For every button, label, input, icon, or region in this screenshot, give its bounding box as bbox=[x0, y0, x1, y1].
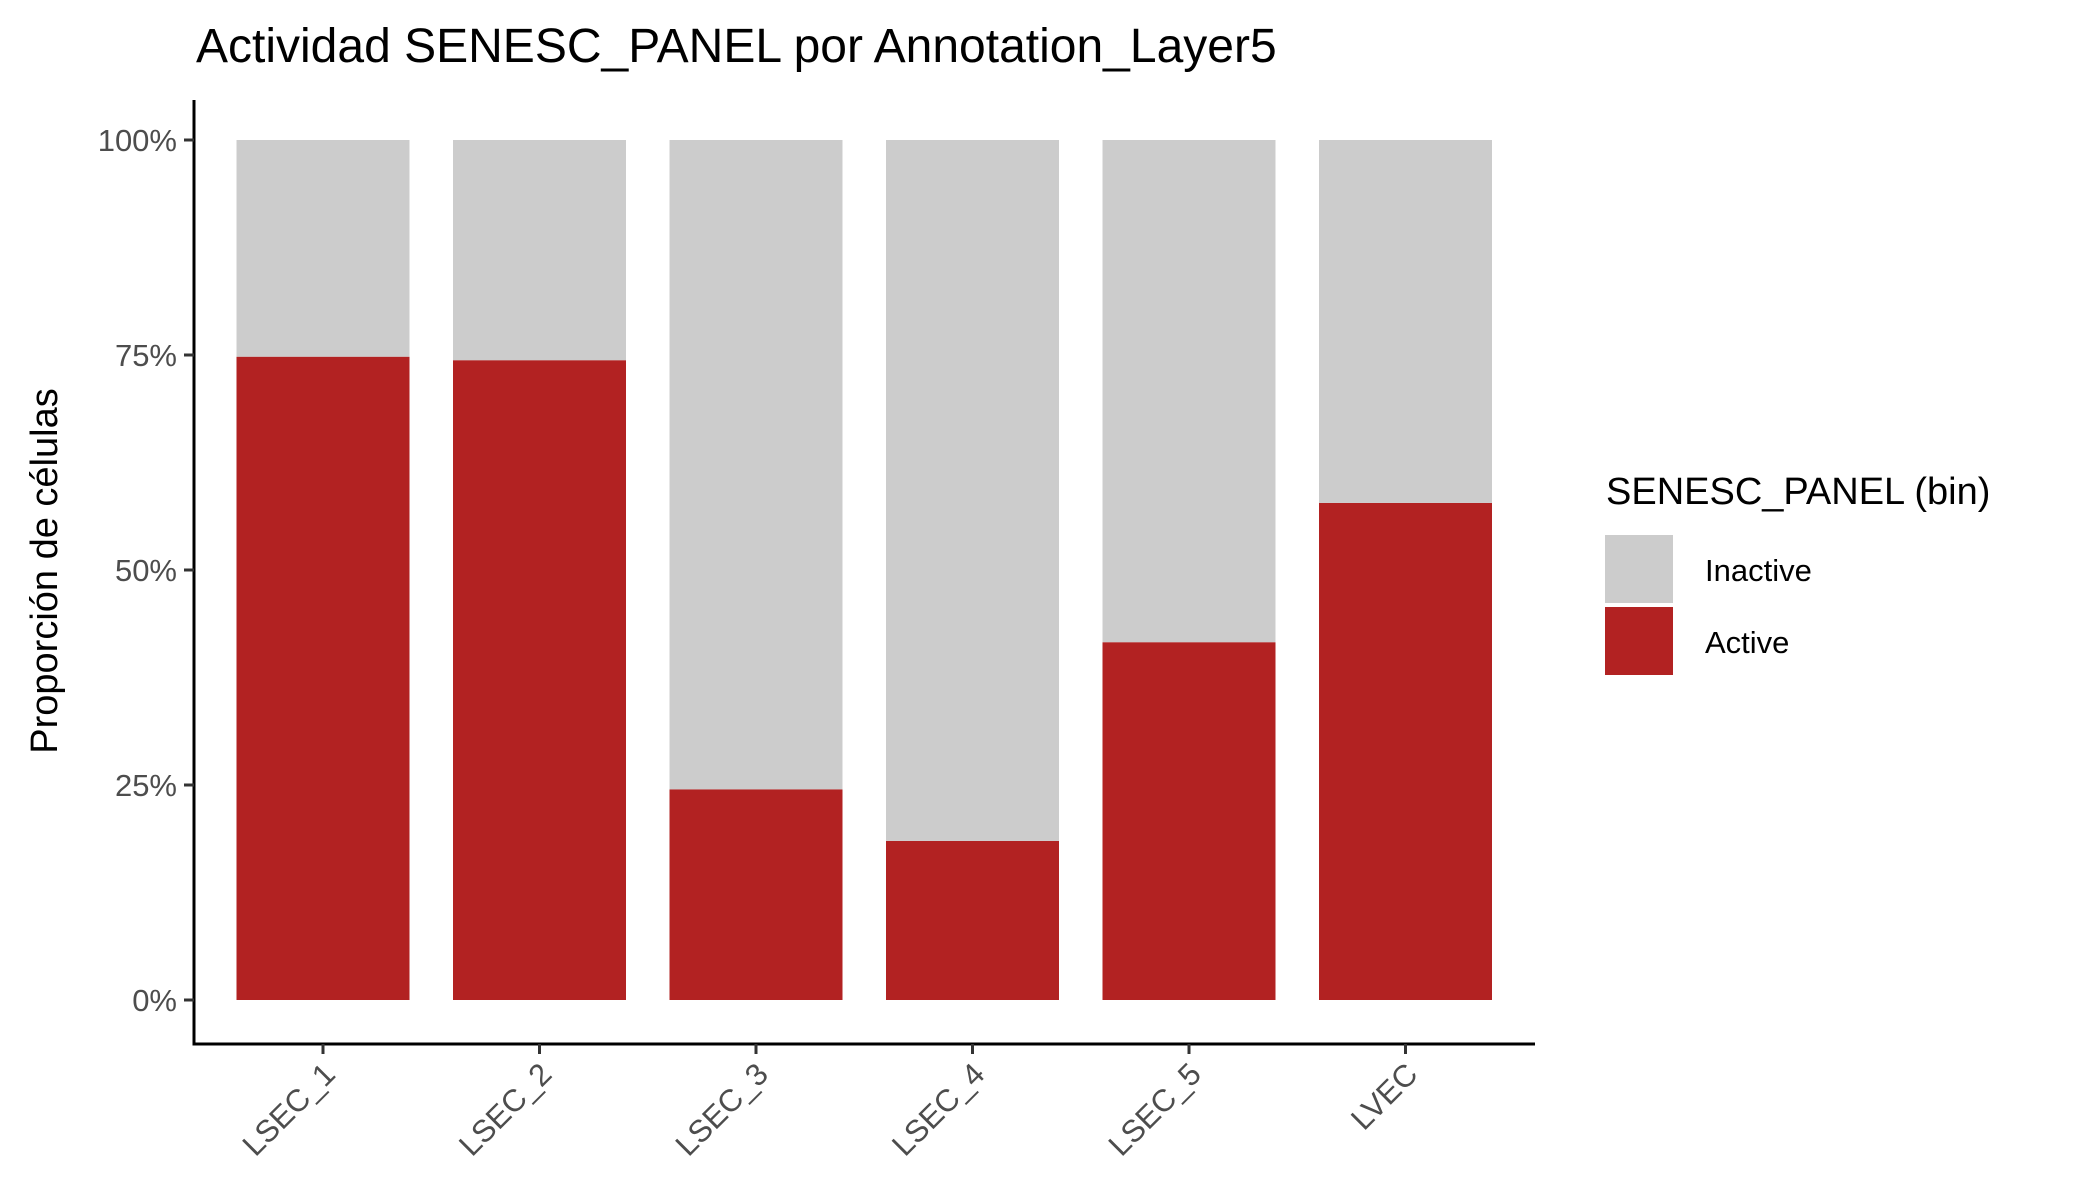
chart-title: Actividad SENESC_PANEL por Annotation_La… bbox=[196, 20, 1277, 73]
x-tick-label: LSEC_2 bbox=[452, 1056, 558, 1162]
x-tick-label: LSEC_3 bbox=[669, 1056, 775, 1162]
bar-inactive-lsec_2 bbox=[453, 140, 626, 361]
y-tick-label: 0% bbox=[132, 983, 177, 1018]
bar-active-lsec_3 bbox=[669, 789, 843, 1000]
y-tick-label: 100% bbox=[98, 123, 177, 158]
legend-title: SENESC_PANEL (bin) bbox=[1606, 471, 1990, 513]
y-tick-label: 75% bbox=[115, 338, 177, 373]
bar-active-lsec_5 bbox=[1102, 642, 1276, 1000]
bar-active-lsec_2 bbox=[453, 360, 626, 1000]
x-tick-label: LSEC_1 bbox=[236, 1056, 342, 1162]
bar-active-lsec_4 bbox=[886, 840, 1059, 1000]
x-tick-label: LVEC bbox=[1344, 1056, 1424, 1136]
y-tick-label: 50% bbox=[115, 553, 177, 588]
x-tick-label: LSEC_4 bbox=[885, 1056, 991, 1162]
legend-key-inactive bbox=[1605, 535, 1673, 603]
bar-active-lsec_1 bbox=[236, 356, 410, 1000]
bar-inactive-lsec_3 bbox=[669, 140, 843, 790]
bars-group bbox=[236, 140, 1492, 1000]
legend: SENESC_PANEL (bin) Inactive Active bbox=[1605, 471, 1990, 675]
bar-inactive-lvec bbox=[1319, 140, 1492, 503]
legend-label-active: Active bbox=[1705, 625, 1789, 660]
x-tick-label: LSEC_5 bbox=[1102, 1056, 1208, 1162]
legend-label-inactive: Inactive bbox=[1705, 553, 1812, 588]
x-axis: LSEC_1 LSEC_2 LSEC_3 LSEC_4 LSEC_5 LVEC bbox=[192, 1042, 1535, 1163]
legend-key-active bbox=[1605, 607, 1673, 675]
bar-inactive-lsec_5 bbox=[1102, 140, 1276, 643]
y-axis-title: Proporción de células bbox=[24, 388, 66, 753]
y-axis: 0% 25% 50% 75% 100% bbox=[98, 100, 196, 1046]
y-tick-label: 25% bbox=[115, 768, 177, 803]
bar-active-lvec bbox=[1319, 502, 1492, 1000]
bar-inactive-lsec_1 bbox=[236, 140, 410, 357]
bar-inactive-lsec_4 bbox=[886, 140, 1059, 841]
